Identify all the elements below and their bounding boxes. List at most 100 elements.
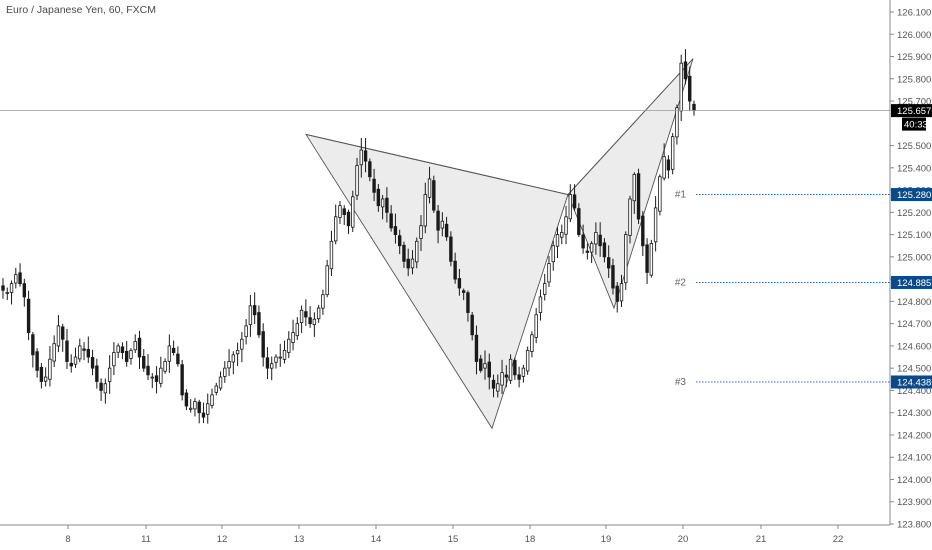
candle-body	[133, 341, 137, 351]
level-price-text-1: 125.280	[897, 190, 931, 201]
candle-body	[193, 401, 197, 410]
candle-body	[137, 337, 142, 358]
candle-body	[22, 283, 27, 298]
candle-body	[500, 372, 504, 386]
level-price-tag-3[interactable]	[891, 375, 932, 389]
candle-body	[244, 325, 248, 338]
candle-body	[355, 165, 359, 196]
candle-body	[432, 180, 436, 211]
candle-body	[167, 345, 172, 362]
candle-body	[154, 375, 159, 382]
candle-body	[444, 223, 449, 238]
price-tick-label: 125.200	[897, 208, 931, 219]
candle-body	[653, 207, 658, 243]
candle-body	[385, 197, 389, 213]
candle-body	[227, 361, 231, 369]
candle-body	[372, 178, 376, 193]
candle-body	[1, 285, 5, 291]
candle-body	[312, 318, 317, 326]
candle-body	[619, 283, 624, 302]
candle-body	[206, 403, 210, 415]
level-price-text-2: 124.885	[897, 278, 931, 289]
candle-body	[69, 362, 73, 367]
candle-body	[440, 220, 445, 229]
price-tick-label: 123.900	[897, 497, 931, 508]
candle-body	[321, 294, 325, 309]
candle-body	[78, 345, 82, 360]
candle-body	[35, 351, 39, 371]
price-tick-label: 126.000	[897, 30, 931, 41]
time-tick-label: 18	[525, 534, 536, 545]
candle-body	[585, 250, 590, 253]
candle-body	[129, 349, 133, 359]
price-tick-label: 125.100	[897, 230, 931, 241]
candle-body	[457, 278, 462, 289]
candle-body	[120, 346, 125, 353]
level-price-tag-1[interactable]	[891, 188, 932, 202]
level-price-tag-2[interactable]	[891, 275, 932, 289]
level-label-3: #3	[675, 377, 687, 388]
candle-body	[43, 376, 48, 382]
candle-body	[679, 62, 683, 112]
candle-body	[346, 211, 351, 227]
candle-body	[496, 383, 500, 392]
candle-body	[675, 107, 679, 138]
pattern-line-xb	[305, 133, 569, 195]
price-tick-label: 125.800	[897, 74, 931, 85]
price-tick-label: 124.200	[897, 430, 931, 441]
candle-body	[86, 348, 91, 358]
candle-body	[39, 366, 44, 382]
candle-body	[235, 349, 240, 355]
candle-body	[606, 257, 611, 269]
candle-body	[611, 265, 615, 289]
candle-body	[342, 208, 346, 215]
price-tick-label: 125.900	[897, 52, 931, 63]
candle-body	[299, 309, 304, 323]
candle-body	[683, 61, 688, 80]
candle-body	[270, 363, 274, 369]
price-tick-label: 124.500	[897, 364, 931, 375]
candle-body	[461, 290, 466, 293]
candle-body	[525, 349, 530, 372]
candle-body	[329, 240, 334, 270]
candle-body	[564, 216, 568, 235]
candle-body	[649, 243, 654, 276]
candle-body	[95, 365, 99, 382]
candle-body	[641, 215, 645, 247]
price-tick-label: 124.700	[897, 319, 931, 330]
candle-body	[112, 352, 116, 367]
candle-body	[14, 274, 18, 284]
price-tick-label: 125.500	[897, 141, 931, 152]
candle-body	[589, 243, 594, 253]
candle-body	[419, 225, 423, 239]
candle-body	[491, 379, 496, 389]
candle-body	[116, 345, 120, 353]
candle-body	[52, 343, 56, 362]
price-tick-label: 125.000	[897, 252, 931, 263]
candle-body	[223, 367, 227, 377]
candle-body	[274, 356, 278, 363]
candle-body	[214, 385, 218, 393]
candle-body	[146, 365, 150, 376]
candle-body	[261, 331, 265, 358]
candle-body	[453, 260, 457, 280]
pattern-triangle-xab[interactable]	[305, 133, 569, 430]
candle-body	[538, 296, 543, 314]
candle-body	[415, 240, 419, 263]
candle-body	[636, 173, 641, 220]
candle-body	[184, 392, 189, 407]
price-tick-label: 124.300	[897, 408, 931, 419]
candle-body	[517, 374, 521, 380]
candle-body	[257, 312, 261, 336]
candle-body	[577, 208, 581, 236]
time-tick-label: 15	[448, 534, 459, 545]
candle-body	[295, 323, 300, 337]
candle-body	[449, 236, 453, 262]
time-tick-label: 21	[756, 534, 767, 545]
level-price-text-3: 124.438	[897, 377, 931, 388]
price-tick-label: 125.400	[897, 163, 931, 174]
chart-title: Euro / Japanese Yen, 60, FXCM	[6, 4, 157, 16]
pattern-triangle-bcd[interactable]	[567, 58, 694, 310]
